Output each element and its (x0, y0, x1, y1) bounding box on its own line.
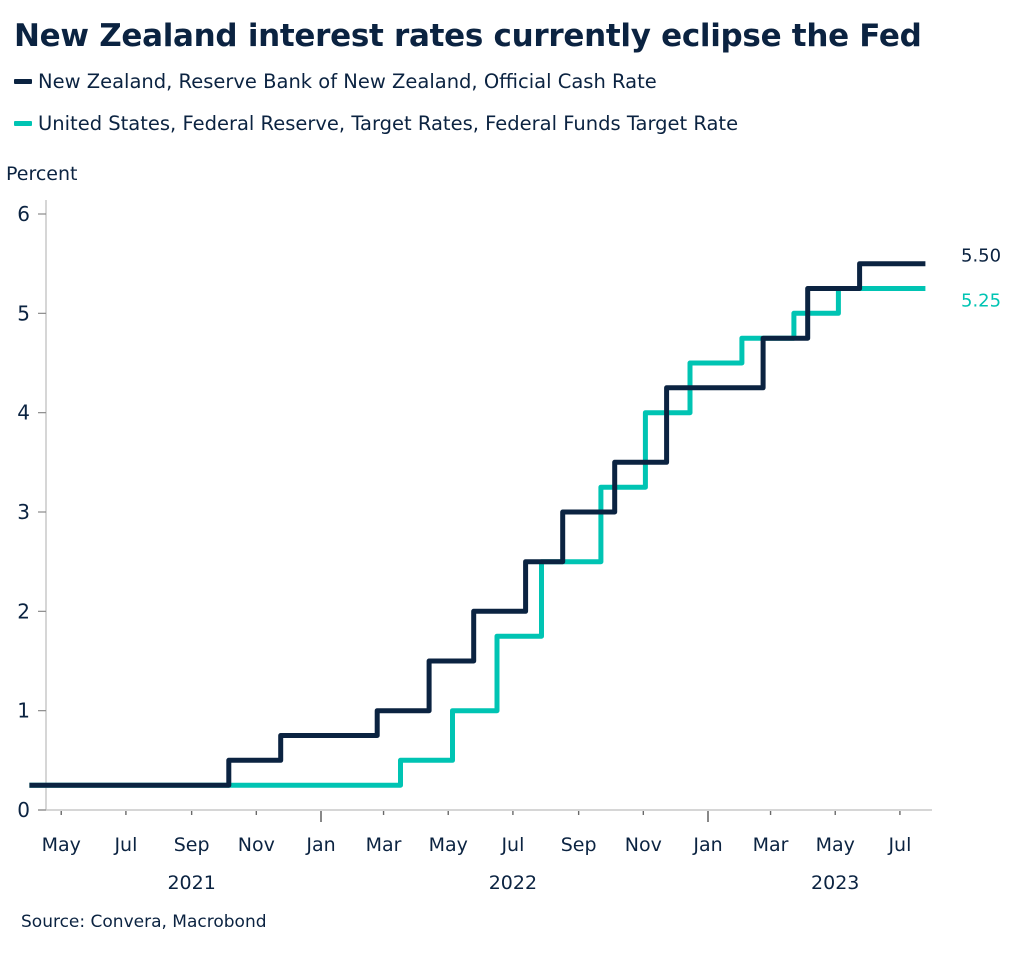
y-tick-label: 0 (17, 798, 30, 822)
x-tick-label: May (429, 834, 468, 856)
x-tick-label: Mar (753, 834, 789, 856)
legend-label-united-states: United States, Federal Reserve, Target R… (38, 112, 739, 135)
x-tick-label: May (816, 834, 855, 856)
labels-layer: 5.25 5.50 (961, 246, 1001, 312)
x-tick-label: Sep (174, 834, 210, 856)
x-tick-label: Mar (366, 834, 402, 856)
legend-item-united-states: United States, Federal Reserve, Target R… (14, 112, 738, 135)
y-tick-label: 1 (17, 699, 30, 723)
x-tick-label: May (42, 834, 81, 856)
series-line-new-zealand (29, 261, 926, 788)
x-tick-label: Jan (692, 834, 722, 856)
y-tick-label: 5 (17, 301, 30, 325)
y-tick-label: 3 (17, 500, 30, 524)
x-tick-label: Jul (500, 834, 524, 856)
series-line-united-states (29, 286, 926, 788)
x-tick-label: Jul (113, 834, 137, 856)
series-layer (29, 261, 926, 788)
x-tick-label: Nov (625, 834, 662, 856)
legend-item-new-zealand: New Zealand, Reserve Bank of New Zealand… (14, 70, 657, 93)
x-tick-label: Nov (238, 834, 275, 856)
x-year-label: 2021 (167, 872, 215, 894)
y-tick-label: 2 (17, 599, 30, 623)
x-tick-label: Jul (887, 834, 911, 856)
y-tick-label: 6 (17, 202, 30, 226)
y-tick-label: 4 (17, 401, 30, 425)
legend-swatch-new-zealand (14, 79, 32, 84)
x-year-label: 2022 (489, 872, 537, 894)
y-axis-title: Percent (6, 163, 78, 185)
x-tick-label: Sep (561, 834, 597, 856)
end-label-new-zealand: 5.50 (961, 246, 1001, 267)
source-note: Source: Convera, Macrobond (21, 912, 267, 932)
legend-swatch-united-states (14, 121, 32, 126)
legend-label-new-zealand: New Zealand, Reserve Bank of New Zealand… (38, 70, 657, 93)
chart-title: New Zealand interest rates currently ecl… (14, 18, 922, 54)
end-label-united-states: 5.25 (961, 291, 1001, 312)
x-tick-label: Jan (305, 834, 335, 856)
axes: 0 1 2 3 4 5 6 May Jul Sep Nov Jan Mar May Jul Sep Nov Jan… (17, 200, 932, 894)
x-year-label: 2023 (811, 872, 859, 894)
